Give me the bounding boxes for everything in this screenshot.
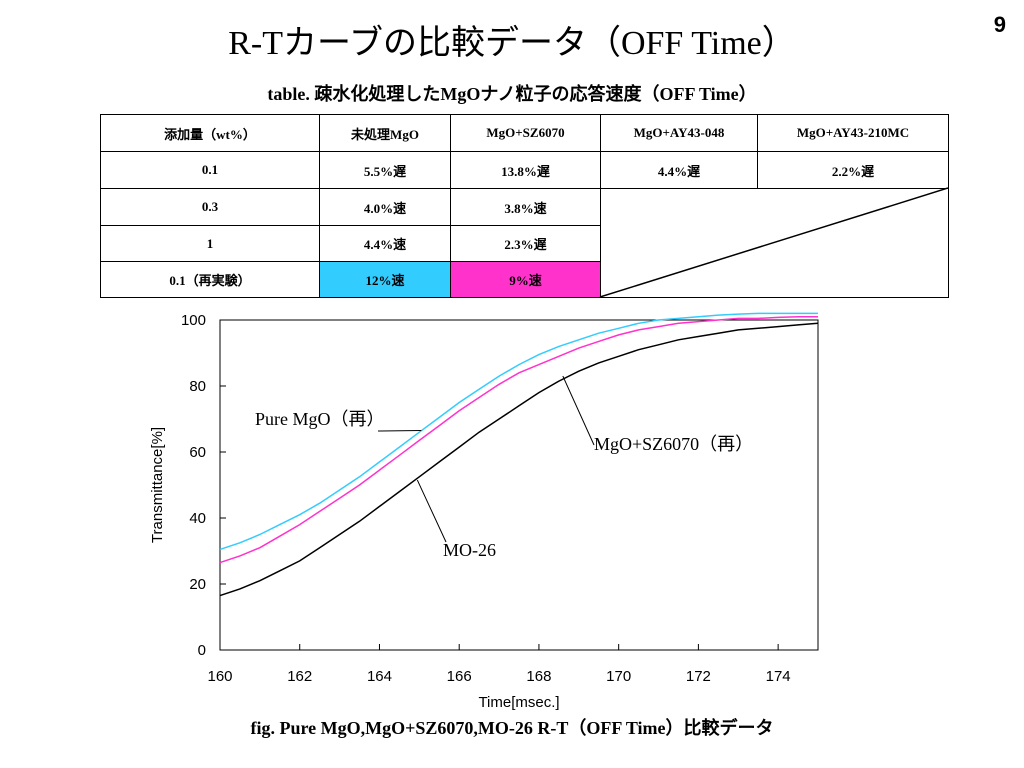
table-row: 0.1（再実験） 12%速 9%速 [100,261,949,298]
table-cell: 2.3%遅 [450,225,601,262]
data-table-container: 添加量（wt%） 未処理MgO MgO+SZ6070 MgO+AY43-048 … [100,114,949,298]
figure-caption: fig. Pure MgO,MgO+SZ6070,MO-26 R-T（OFF T… [250,718,774,738]
y-tick-label: 100 [181,312,206,329]
table-cell: 4.4%速 [319,225,451,262]
y-tick-label: 60 [189,444,206,461]
table-cell: 2.2%遅 [757,151,949,189]
mo26-line [219,322,819,597]
chart: 0 20 40 60 80 100 160 162 164 166 168 170 172 174 Pu… [0,300,1024,720]
table-cell: 0.1 [100,151,320,189]
annotations: Pure MgO（再） MgO+SZ6070（再） MO-26 [255,375,753,560]
x-tick-label: 166 [447,668,472,685]
table-header-cell: 未処理MgO [319,114,451,152]
line-chart-svg: 0 20 40 60 80 100 160 162 164 166 168 170 172 174 Pu… [149,312,819,711]
page-number: 9 [993,12,1006,37]
table-cell: 5.5%遅 [319,151,451,189]
mo26-leader-line [416,479,447,543]
x-tick-label: 162 [287,668,312,685]
table-row: 0.3 4.0%速 3.8%速 [100,188,949,298]
table-header-row: 添加量（wt%） 未処理MgO MgO+SZ6070 MgO+AY43-048 … [100,114,949,152]
table-header-cell: 添加量（wt%） [100,114,320,152]
x-tick-label: 170 [606,668,631,685]
y-tick-label: 40 [189,510,206,527]
table-cell-highlight-cyan: 12%速 [319,261,451,298]
table-row: 0.1 5.5%遅 13.8%遅 4.4%遅 2.2%遅 [100,151,949,189]
y-axis: 0 20 40 60 80 100 [181,312,226,659]
table-header-cell: MgO+SZ6070 [450,114,601,152]
sz6070-line [219,315,818,564]
y-tick-label: 0 [198,642,206,659]
x-tick-label: 174 [766,668,791,685]
empty-merged-cell [600,188,949,298]
table-cell: 1 [100,225,320,262]
table-row: 1 4.4%速 2.3%遅 [100,225,949,262]
sz6070-annotation: MgO+SZ6070（再） [594,434,753,454]
x-tick-label: 168 [526,668,551,685]
table-cell: 3.8%速 [450,188,601,226]
y-tick-label: 20 [189,576,206,593]
table-cell: 13.8%遅 [450,151,601,189]
pure-mgo-line [219,312,818,551]
table-cell: 0.1（再実験） [100,261,320,298]
y-axis-label: Transmittance[%] [149,427,166,543]
x-tick-label: 172 [686,668,711,685]
data-table: 添加量（wt%） 未処理MgO MgO+SZ6070 MgO+AY43-048 … [100,114,949,298]
x-axis-label: Time[msec.] [478,694,559,711]
pure-mgo-annotation: Pure MgO（再） [255,409,385,429]
x-tick-label: 164 [367,668,392,685]
table-cell: 4.4%遅 [600,151,758,189]
table-cell-highlight-magenta: 9%速 [450,261,601,298]
mo26-annotation: MO-26 [443,540,496,560]
table-caption: table. 疎水化処理したMgOナノ粒子の応答速度（OFF Time） [267,84,757,104]
x-axis: 160 162 164 166 168 170 172 174 [207,644,791,685]
series-group [219,312,819,597]
x-tick-label: 160 [207,668,232,685]
slide-title: R-Tカーブの比較データ（OFF Time） [228,25,796,62]
y-tick-label: 80 [189,378,206,395]
table-header-cell: MgO+AY43-048 [600,114,758,152]
table-cell: 4.0%速 [319,188,451,226]
table-header-cell: MgO+AY43-210MC [757,114,949,152]
sz6070-leader-line [562,375,595,446]
table-cell: 0.3 [100,188,320,226]
plot-area [219,319,819,651]
